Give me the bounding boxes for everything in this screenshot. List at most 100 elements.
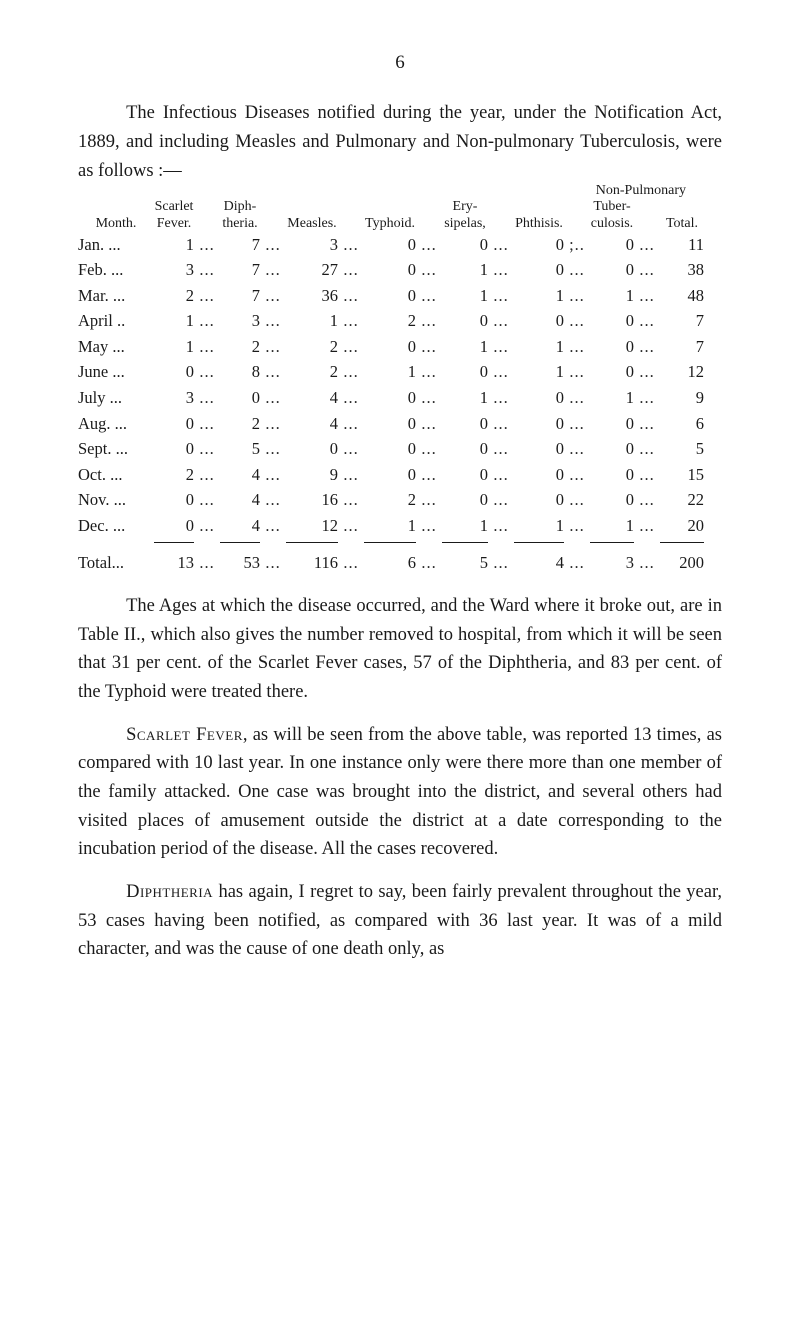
dots: ... (338, 334, 364, 360)
cell-value: 12 (660, 359, 704, 385)
dots: ... (338, 385, 364, 411)
dots: ... (416, 334, 442, 360)
cell-value: 0 (364, 232, 416, 258)
table-row: July ...3...0...4...0...1...0...1...9 (78, 385, 722, 411)
dots: ... (634, 308, 660, 334)
cell-value: 8 (220, 359, 260, 385)
dots: ... (260, 462, 286, 488)
col-ery-header: Ery- sipelas, (442, 199, 488, 231)
cell-value: 2 (154, 283, 194, 309)
dots: ... (338, 308, 364, 334)
cell-value: 7 (220, 232, 260, 258)
col-tuber-header: Tuber- culosis. (590, 199, 634, 231)
cell-value: 4 (286, 411, 338, 437)
cell-value: 0 (220, 385, 260, 411)
dots: ... (634, 283, 660, 309)
col-scarlet-header: Scarlet Fever. (154, 199, 194, 231)
dots: ... (488, 487, 514, 513)
dots: ... (564, 334, 590, 360)
dots: ... (634, 513, 660, 539)
table-row: Aug. ...0...2...4...0...0...0...0...6 (78, 411, 722, 437)
cell-value: 0 (364, 283, 416, 309)
cell-value: 0 (154, 359, 194, 385)
cell-value: 0 (590, 411, 634, 437)
dots: ... (260, 550, 286, 576)
dots: ... (260, 257, 286, 283)
cell-value: 3 (286, 232, 338, 258)
cell-value: 0 (514, 462, 564, 488)
dots: ... (194, 334, 220, 360)
cell-value: 22 (660, 487, 704, 513)
col-total-header: Total. (660, 216, 704, 232)
dots: ... (260, 232, 286, 258)
dots: ... (564, 462, 590, 488)
dots: ... (194, 232, 220, 258)
dots: ... (338, 359, 364, 385)
cell-value: 7 (660, 308, 704, 334)
cell-value: 0 (590, 308, 634, 334)
page-number: 6 (78, 48, 722, 77)
table-row: April ..1...3...1...2...0...0...0...7 (78, 308, 722, 334)
cell-value: 1 (514, 283, 564, 309)
cell-value: 6 (364, 550, 416, 576)
cell-value: 2 (220, 334, 260, 360)
diphtheria-label: Diphtheria (126, 882, 213, 902)
cell-month: June ... (78, 359, 154, 385)
dots: ... (194, 513, 220, 539)
cell-value: 0 (442, 308, 488, 334)
dots: ... (338, 411, 364, 437)
dots: ... (564, 257, 590, 283)
cell-value: 200 (660, 550, 704, 576)
dots: ... (416, 308, 442, 334)
cell-value: 0 (590, 232, 634, 258)
cell-value: 0 (514, 487, 564, 513)
dots: ... (564, 436, 590, 462)
cell-value: 3 (590, 550, 634, 576)
col-diph-header: Diph- theria. (220, 199, 260, 231)
table-body: Jan. ...1...7...3...0...0...0;..0...11Fe… (78, 232, 722, 539)
cell-value: 0 (154, 513, 194, 539)
dots: ... (194, 411, 220, 437)
cell-value: 1 (590, 385, 634, 411)
scarlet-fever-paragraph: Scarlet Fever, as will be seen from the … (78, 721, 722, 864)
cell-value: 7 (220, 283, 260, 309)
cell-value: 11 (660, 232, 704, 258)
cell-value: 9 (286, 462, 338, 488)
cell-value: 2 (364, 487, 416, 513)
table-row: Mar. ...2...7...36...0...1...1...1...48 (78, 283, 722, 309)
dots: ... (416, 513, 442, 539)
cell-value: 0 (590, 334, 634, 360)
dots: ... (488, 513, 514, 539)
table-row: June ...0...8...2...1...0...1...0...12 (78, 359, 722, 385)
cell-value: 13 (154, 550, 194, 576)
cell-month: Oct. ... (78, 462, 154, 488)
dots: ... (634, 334, 660, 360)
dots: ... (564, 308, 590, 334)
dots: ... (634, 487, 660, 513)
dots: ... (564, 411, 590, 437)
cell-value: 0 (442, 487, 488, 513)
cell-month: July ... (78, 385, 154, 411)
cell-value: 0 (514, 385, 564, 411)
cell-value: 1 (442, 283, 488, 309)
dots: ... (488, 385, 514, 411)
cell-value: 3 (154, 257, 194, 283)
dots: ... (634, 411, 660, 437)
dots: ... (338, 487, 364, 513)
table-row: Dec. ...0...4...12...1...1...1...1...20 (78, 513, 722, 539)
table-row: May ...1...2...2...0...1...1...0...7 (78, 334, 722, 360)
diphtheria-paragraph: Diphtheria has again, I regret to say, b… (78, 878, 722, 964)
dots: ... (564, 513, 590, 539)
dots: ... (416, 232, 442, 258)
dots: ... (416, 462, 442, 488)
cell-value: 1 (590, 513, 634, 539)
cell-value: 0 (364, 385, 416, 411)
cell-value: 48 (660, 283, 704, 309)
dots: ... (194, 359, 220, 385)
dots: ... (194, 550, 220, 576)
dots: ... (194, 385, 220, 411)
cell-value: 1 (154, 334, 194, 360)
cell-value: 1 (590, 283, 634, 309)
dots: ... (634, 550, 660, 576)
cell-value: 0 (590, 359, 634, 385)
